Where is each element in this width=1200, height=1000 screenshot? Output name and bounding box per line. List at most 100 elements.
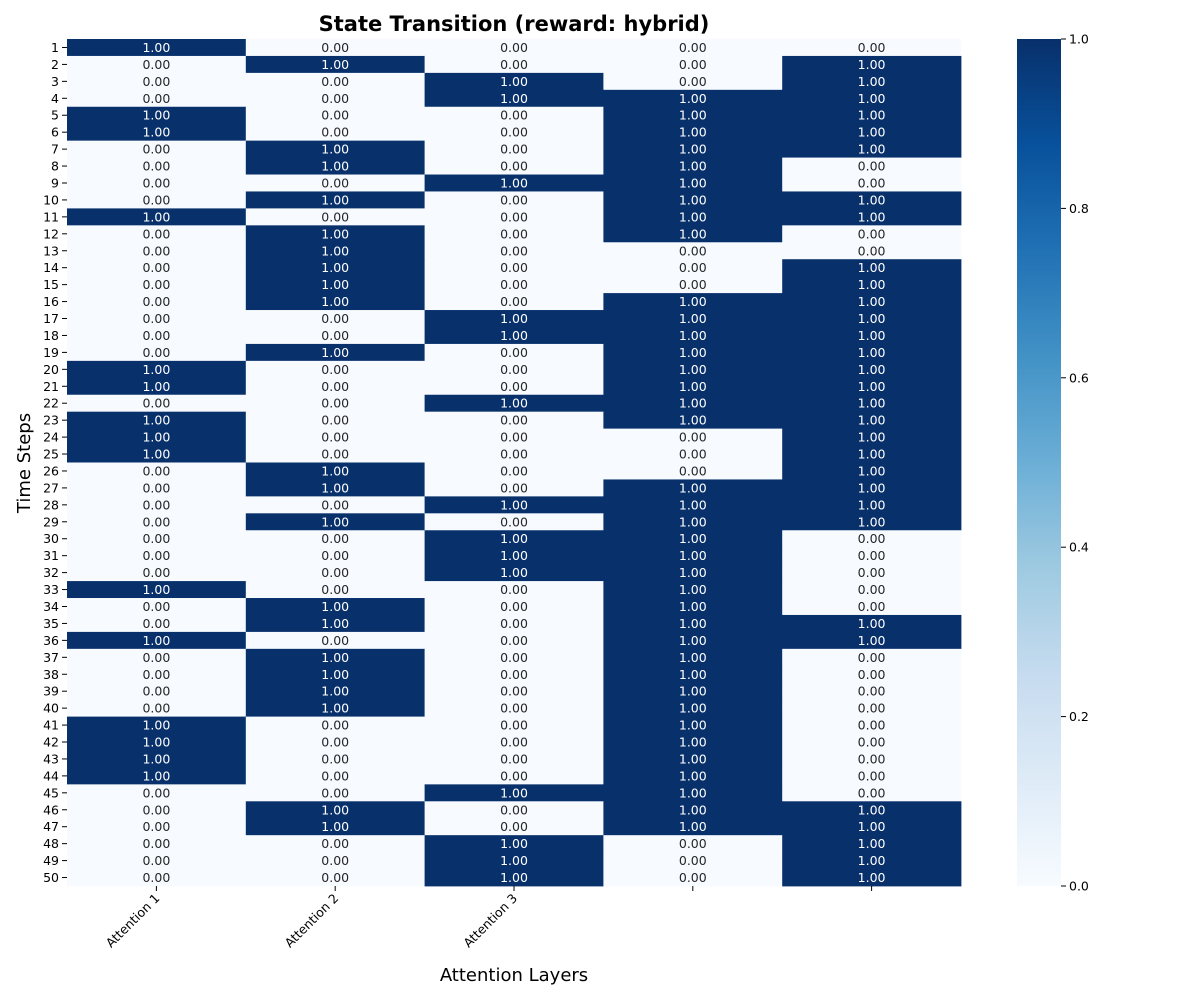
y-tick-label: 33 <box>43 582 59 597</box>
heatmap-cell <box>424 394 604 413</box>
heatmap-cell-label: 1.00 <box>500 175 528 190</box>
heatmap-cell <box>424 140 604 158</box>
heatmap-cell-label: 1.00 <box>858 853 886 868</box>
heatmap-cell-label: 1.00 <box>858 870 886 885</box>
heatmap-cell-label: 0.00 <box>321 430 349 445</box>
heatmap-cell-label: 0.00 <box>142 159 170 174</box>
heatmap-cell-label: 0.00 <box>500 108 528 123</box>
y-tick-label: 35 <box>43 616 59 631</box>
heatmap-cell-label: 1.00 <box>679 701 707 716</box>
heatmap-cell <box>67 750 247 768</box>
heatmap-cell-label: 0.00 <box>321 209 349 224</box>
heatmap-cell <box>67 716 247 734</box>
heatmap-cell-label: 0.00 <box>142 531 170 546</box>
heatmap-cell-label: 1.00 <box>858 91 886 106</box>
heatmap-cell-label: 0.00 <box>142 701 170 716</box>
heatmap-cell <box>67 157 247 175</box>
heatmap-cell-label: 1.00 <box>500 531 528 546</box>
heatmap-cell-label: 0.00 <box>321 91 349 106</box>
heatmap-cell <box>67 869 247 887</box>
heatmap-cell-label: 1.00 <box>321 819 349 834</box>
heatmap-cell-label: 0.00 <box>500 362 528 377</box>
heatmap-cell-label: 0.00 <box>500 701 528 716</box>
y-axis-ticks: 1234567891011121314151617181920212223242… <box>43 40 67 885</box>
heatmap-cell <box>245 89 425 108</box>
heatmap-cell <box>603 157 783 175</box>
heatmap-cell <box>603 310 783 328</box>
heatmap-cell-label: 0.00 <box>679 430 707 445</box>
heatmap-cell <box>424 648 604 667</box>
heatmap-cell-label: 1.00 <box>858 328 886 343</box>
heatmap-cell <box>782 259 962 277</box>
heatmap-cell <box>67 39 247 57</box>
heatmap-cell-label: 1.00 <box>679 294 707 309</box>
heatmap-cell-label: 0.00 <box>142 667 170 682</box>
heatmap-cell-label: 1.00 <box>858 633 886 648</box>
heatmap-cell-label: 0.00 <box>142 836 170 851</box>
heatmap-cell-label: 0.00 <box>142 616 170 631</box>
heatmap-cell <box>603 140 783 158</box>
heatmap-cell <box>67 55 247 74</box>
heatmap-cell <box>245 614 425 633</box>
heatmap-cell <box>67 648 247 667</box>
heatmap-cell <box>603 835 783 853</box>
heatmap-cell <box>782 750 962 768</box>
heatmap-cell-label: 0.00 <box>142 142 170 157</box>
heatmap-cell <box>603 530 783 548</box>
heatmap-cell <box>603 293 783 311</box>
heatmap-cell-label: 0.00 <box>142 277 170 292</box>
heatmap-cell <box>424 750 604 768</box>
heatmap-cell-label: 0.00 <box>500 480 528 495</box>
heatmap-cell-label: 1.00 <box>679 599 707 614</box>
heatmap-cell-label: 1.00 <box>858 209 886 224</box>
heatmap-cell <box>782 276 962 294</box>
heatmap-cell-label: 1.00 <box>679 531 707 546</box>
heatmap-cell-label: 0.00 <box>679 870 707 885</box>
heatmap-cell-label: 1.00 <box>500 396 528 411</box>
heatmap-cell <box>603 665 783 684</box>
y-tick-label: 6 <box>51 125 59 140</box>
heatmap-cell-label: 0.00 <box>142 599 170 614</box>
y-tick-label: 43 <box>43 751 59 766</box>
heatmap-cell-label: 0.00 <box>500 413 528 428</box>
colorbar: 0.0 0.2 0.4 0.6 0.8 1.0 <box>1017 32 1089 894</box>
heatmap-cell-label: 1.00 <box>321 667 349 682</box>
heatmap-cell <box>245 259 425 277</box>
heatmap-cell <box>603 428 783 446</box>
heatmap-cell-label: 1.00 <box>679 819 707 834</box>
heatmap-cell <box>782 55 962 74</box>
heatmap-cell-label: 0.00 <box>321 785 349 800</box>
colorbar-tick-label: 0.6 <box>1069 370 1089 385</box>
heatmap-cell-label: 0.00 <box>142 74 170 89</box>
heatmap-cell <box>67 394 247 413</box>
heatmap-cell-label: 1.00 <box>500 853 528 868</box>
heatmap-cell-label: 1.00 <box>142 582 170 597</box>
heatmap-cell-label: 1.00 <box>321 277 349 292</box>
heatmap-cell-label: 0.00 <box>500 243 528 258</box>
heatmap-cell <box>245 123 425 142</box>
y-tick-label: 9 <box>51 175 59 190</box>
heatmap-cell-label: 1.00 <box>858 447 886 462</box>
heatmap-cell-label: 1.00 <box>858 294 886 309</box>
heatmap-cell-label: 1.00 <box>858 819 886 834</box>
heatmap-cell <box>245 699 425 717</box>
heatmap-cell-label: 1.00 <box>858 497 886 512</box>
heatmap-cell-label: 1.00 <box>321 192 349 207</box>
colorbar-tick-label: 1.0 <box>1069 32 1089 47</box>
heatmap-cell <box>245 225 425 243</box>
heatmap-cell <box>245 665 425 684</box>
heatmap-cell <box>424 614 604 633</box>
heatmap-cell <box>245 479 425 497</box>
heatmap-cell <box>603 360 783 379</box>
heatmap-cell-label: 1.00 <box>321 599 349 614</box>
chart-title: State Transition (reward: hybrid) <box>319 12 710 36</box>
heatmap-cell <box>603 581 783 599</box>
y-tick-label: 22 <box>43 396 59 411</box>
heatmap-cell-label: 0.00 <box>500 40 528 55</box>
heatmap-cell-label: 1.00 <box>142 209 170 224</box>
heatmap-cell-label: 0.00 <box>500 735 528 750</box>
heatmap-cell-label: 0.00 <box>142 192 170 207</box>
heatmap-cell <box>782 479 962 497</box>
heatmap-cell-label: 0.00 <box>858 175 886 190</box>
heatmap-cell-label: 1.00 <box>858 142 886 157</box>
